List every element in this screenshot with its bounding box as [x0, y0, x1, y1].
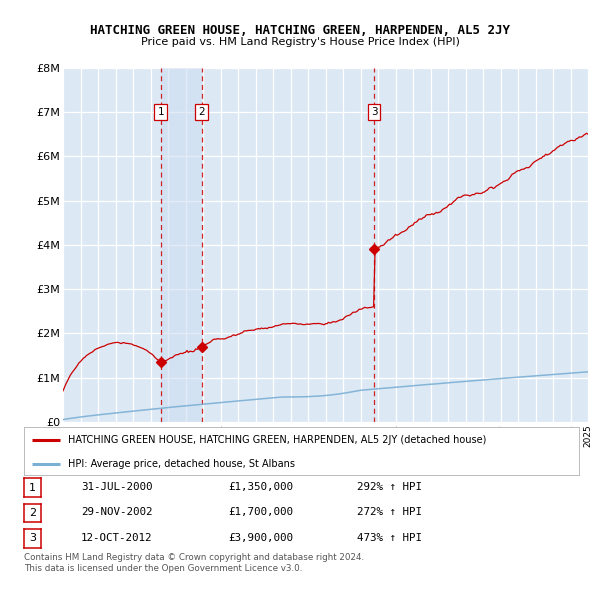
Text: 3: 3 — [371, 107, 377, 117]
Text: HATCHING GREEN HOUSE, HATCHING GREEN, HARPENDEN, AL5 2JY (detached house): HATCHING GREEN HOUSE, HATCHING GREEN, HA… — [68, 435, 487, 445]
Text: 2: 2 — [29, 508, 36, 518]
Text: 3: 3 — [29, 533, 36, 543]
Text: Price paid vs. HM Land Registry's House Price Index (HPI): Price paid vs. HM Land Registry's House … — [140, 37, 460, 47]
Text: 272% ↑ HPI: 272% ↑ HPI — [357, 507, 422, 517]
Text: 473% ↑ HPI: 473% ↑ HPI — [357, 533, 422, 543]
Text: 292% ↑ HPI: 292% ↑ HPI — [357, 482, 422, 492]
Text: HPI: Average price, detached house, St Albans: HPI: Average price, detached house, St A… — [68, 459, 295, 469]
Text: 1: 1 — [29, 483, 36, 493]
Text: £1,350,000: £1,350,000 — [228, 482, 293, 492]
Text: 12-OCT-2012: 12-OCT-2012 — [81, 533, 152, 543]
Text: £1,700,000: £1,700,000 — [228, 507, 293, 517]
Text: 31-JUL-2000: 31-JUL-2000 — [81, 482, 152, 492]
Text: HATCHING GREEN HOUSE, HATCHING GREEN, HARPENDEN, AL5 2JY: HATCHING GREEN HOUSE, HATCHING GREEN, HA… — [90, 24, 510, 37]
Bar — [161, 68, 202, 422]
Text: Contains HM Land Registry data © Crown copyright and database right 2024.: Contains HM Land Registry data © Crown c… — [24, 553, 364, 562]
Text: 1: 1 — [157, 107, 164, 117]
Text: 29-NOV-2002: 29-NOV-2002 — [81, 507, 152, 517]
Text: £3,900,000: £3,900,000 — [228, 533, 293, 543]
Text: 2: 2 — [198, 107, 205, 117]
Text: This data is licensed under the Open Government Licence v3.0.: This data is licensed under the Open Gov… — [24, 565, 302, 573]
